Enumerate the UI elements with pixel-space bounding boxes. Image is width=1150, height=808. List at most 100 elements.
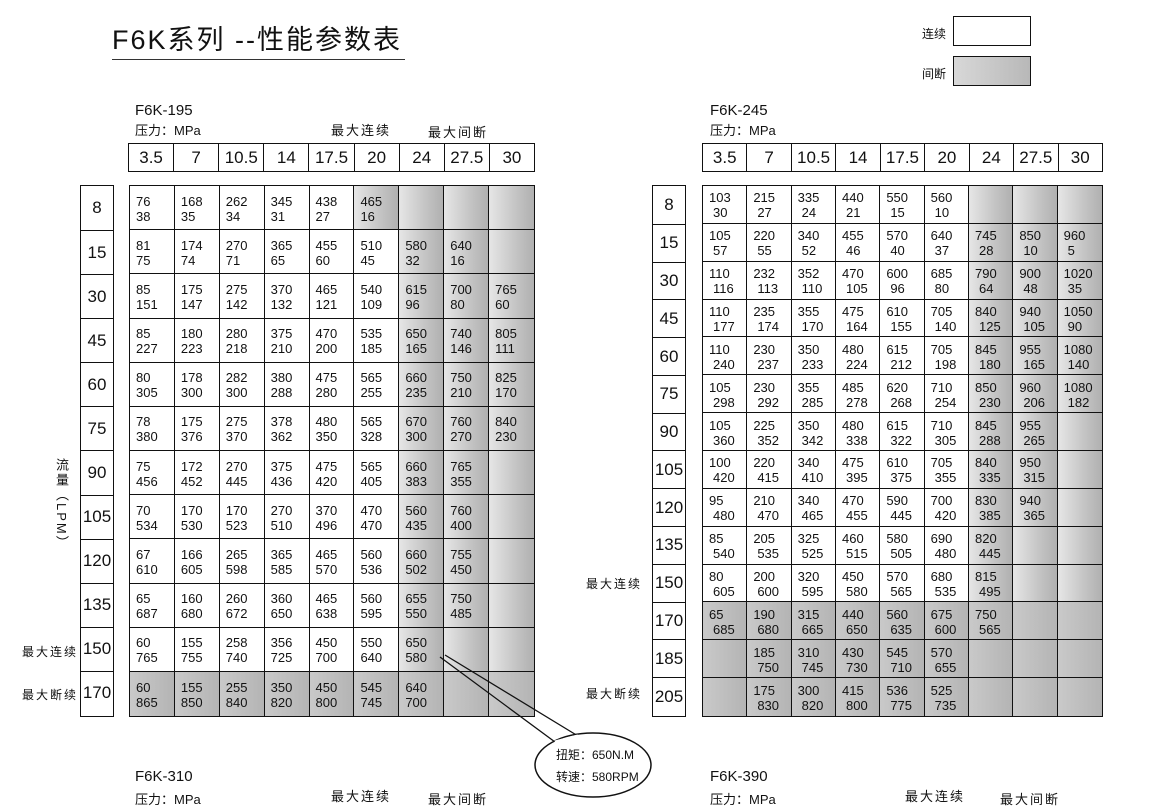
pressure-header-cell: 3.5 bbox=[139, 147, 163, 167]
speed-value: 300 bbox=[225, 385, 248, 401]
torque-value: 850 bbox=[974, 379, 997, 395]
torque-value: 438 bbox=[315, 193, 338, 209]
torque-value: 845 bbox=[974, 341, 997, 357]
table-cell bbox=[489, 539, 534, 584]
table-cell: 685 80 bbox=[924, 261, 969, 300]
speed-value: 10 bbox=[934, 205, 950, 221]
torque-value: 660 bbox=[405, 458, 428, 474]
speed-value: 270 bbox=[450, 429, 472, 445]
table-cell bbox=[489, 583, 534, 628]
flow-row-label: 60 bbox=[653, 337, 685, 375]
torque-value: 475 bbox=[315, 458, 338, 474]
speed-value: 80 bbox=[450, 296, 465, 312]
table-cell: 580 505 bbox=[880, 526, 925, 565]
table-cell: 525 735 bbox=[924, 678, 969, 716]
table-cell: 352 110 bbox=[791, 261, 836, 300]
speed-value: 530 bbox=[180, 517, 203, 533]
table-cell bbox=[703, 640, 748, 679]
pressure-header-cell: 24 bbox=[398, 144, 444, 171]
torque-value: 465 bbox=[360, 193, 383, 209]
speed-value: 180 bbox=[978, 356, 1001, 372]
torque-value: 105 bbox=[709, 379, 731, 395]
table-cell: 356 725 bbox=[264, 627, 310, 672]
table-cell: 258 740 bbox=[219, 627, 265, 672]
speed-value: 610 bbox=[136, 561, 158, 577]
table-cell: 940 365 bbox=[1013, 488, 1058, 527]
model-title-195: F6K-195 bbox=[135, 102, 193, 119]
table-cell bbox=[1013, 186, 1058, 224]
speed-value: 800 bbox=[315, 694, 338, 710]
speed-value: 292 bbox=[757, 394, 780, 410]
table-cell: 255 840 bbox=[219, 671, 265, 716]
table-cell: 70 534 bbox=[130, 495, 175, 540]
speed-value: 700 bbox=[405, 694, 428, 710]
speed-value: 52 bbox=[801, 243, 817, 259]
table-cell: 230 292 bbox=[747, 375, 792, 414]
torque-value: 180 bbox=[180, 326, 203, 342]
speed-value: 40 bbox=[890, 243, 905, 259]
speed-value: 151 bbox=[136, 296, 158, 312]
table-cell: 465 16 bbox=[354, 186, 400, 231]
torque-value: 175 bbox=[180, 281, 203, 297]
title-divider bbox=[112, 59, 405, 60]
performance-table-195: 76 38 168 35 262 34 345 31 438 27 465 16 81 75 174 74 27… bbox=[129, 185, 535, 717]
torque-value: 470 bbox=[841, 493, 864, 509]
torque-value: 168 bbox=[180, 193, 203, 209]
table-cell: 440 21 bbox=[835, 186, 881, 224]
pressure-header-cell: 14 bbox=[835, 144, 879, 171]
table-cell: 820 445 bbox=[968, 526, 1014, 565]
table-cell: 465 638 bbox=[309, 583, 355, 628]
speed-value: 672 bbox=[225, 606, 248, 622]
table-cell: 230 237 bbox=[747, 337, 792, 376]
speed-value: 182 bbox=[1067, 394, 1090, 410]
torque-value: 220 bbox=[753, 228, 776, 244]
torque-value: 65 bbox=[136, 591, 151, 607]
table-cell: 475 280 bbox=[309, 362, 355, 407]
table-cell: 620 268 bbox=[880, 375, 925, 414]
torque-value: 220 bbox=[753, 455, 776, 471]
speed-value: 300 bbox=[180, 385, 203, 401]
table-cell: 480 338 bbox=[835, 413, 881, 451]
speed-value: 45 bbox=[360, 252, 375, 268]
torque-value: 335 bbox=[797, 190, 820, 206]
table-cell: 850 10 bbox=[1013, 223, 1058, 262]
table-cell: 85 540 bbox=[703, 526, 748, 565]
speed-value: 254 bbox=[934, 394, 957, 410]
table-cell: 755 450 bbox=[444, 539, 490, 584]
table-cell: 560 635 bbox=[880, 602, 925, 641]
flow-row-label: 8 bbox=[92, 198, 102, 218]
speed-value: 111 bbox=[495, 341, 515, 357]
speed-value: 268 bbox=[890, 394, 913, 410]
torque-value: 280 bbox=[225, 326, 248, 342]
table-cell: 1080 182 bbox=[1057, 375, 1102, 414]
flow-row-label: 75 bbox=[81, 406, 113, 450]
table-cell bbox=[444, 671, 490, 716]
table-cell: 80 305 bbox=[130, 362, 175, 407]
speed-value: 600 bbox=[757, 583, 780, 599]
torque-value: 85 bbox=[136, 326, 151, 342]
table-cell: 540 109 bbox=[354, 274, 400, 319]
legend-continuous-swatch bbox=[953, 16, 1031, 46]
speed-value: 515 bbox=[845, 546, 868, 562]
table-cell: 660 502 bbox=[399, 539, 445, 584]
table-cell: 260 672 bbox=[219, 583, 265, 628]
speed-value: 405 bbox=[360, 473, 383, 489]
speed-value: 230 bbox=[978, 394, 1001, 410]
table-cell: 365 585 bbox=[264, 539, 310, 584]
speed-value: 164 bbox=[845, 318, 868, 334]
speed-value: 565 bbox=[978, 621, 1001, 637]
speed-value: 496 bbox=[315, 517, 338, 533]
speed-value: 765 bbox=[136, 650, 158, 666]
torque-value: 660 bbox=[405, 370, 428, 386]
speed-value: 420 bbox=[315, 473, 338, 489]
torque-value: 315 bbox=[797, 606, 820, 622]
torque-value: 85 bbox=[136, 281, 151, 297]
table-cell: 565 255 bbox=[354, 362, 400, 407]
table-cell: 700 420 bbox=[924, 488, 969, 527]
table-cell: 178 300 bbox=[174, 362, 220, 407]
speed-value: 376 bbox=[180, 429, 203, 445]
torque-value: 565 bbox=[360, 458, 383, 474]
table-cell: 75 456 bbox=[130, 451, 175, 496]
speed-value: 355 bbox=[450, 473, 472, 489]
speed-value: 31 bbox=[270, 208, 286, 224]
